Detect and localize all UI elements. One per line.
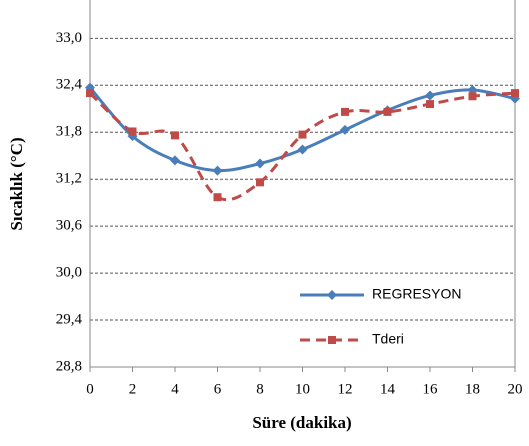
y-tick-label: 28,8 bbox=[56, 358, 82, 374]
x-tick-label: 6 bbox=[214, 381, 222, 397]
point bbox=[170, 155, 180, 166]
x-tick-label: 0 bbox=[86, 381, 94, 397]
x-tick-label: 8 bbox=[256, 381, 264, 397]
point bbox=[298, 130, 307, 139]
legend-label: Tderi bbox=[372, 331, 404, 347]
y-tick-label: 32,4 bbox=[56, 77, 83, 93]
y-tick-label: 30,0 bbox=[56, 265, 82, 281]
y-tick-label: 31,8 bbox=[56, 124, 82, 140]
series-line bbox=[88, 86, 516, 173]
x-tick-label: 20 bbox=[508, 381, 523, 397]
point bbox=[86, 89, 94, 98]
x-tick-label: 10 bbox=[295, 381, 310, 397]
point bbox=[213, 193, 222, 202]
point bbox=[341, 107, 349, 116]
y-tick-label: 33,0 bbox=[56, 30, 82, 46]
point bbox=[383, 107, 392, 116]
x-tick-label: 12 bbox=[338, 381, 353, 397]
point bbox=[425, 90, 435, 101]
point bbox=[426, 100, 434, 109]
point bbox=[468, 92, 477, 101]
x-axis-title: Süre (dakika) bbox=[252, 413, 351, 432]
x-tick-label: 16 bbox=[423, 381, 439, 397]
point bbox=[256, 178, 264, 187]
y-tick-label: 31,2 bbox=[56, 171, 82, 187]
legend-label: REGRESYON bbox=[372, 286, 461, 302]
x-tick-label: 4 bbox=[171, 381, 179, 397]
point bbox=[255, 158, 265, 169]
x-tick-label: 18 bbox=[465, 381, 480, 397]
point bbox=[340, 124, 350, 135]
legend-marker bbox=[328, 336, 336, 344]
point bbox=[297, 144, 308, 155]
point bbox=[171, 131, 179, 140]
y-axis-title: Sıcaklık (°C) bbox=[7, 137, 26, 230]
y-tick-label: 30,6 bbox=[56, 218, 83, 234]
x-tick-label: 2 bbox=[129, 381, 137, 397]
point bbox=[128, 127, 137, 136]
point bbox=[212, 165, 223, 176]
y-tick-label: 29,4 bbox=[56, 311, 83, 327]
legend-marker bbox=[327, 290, 337, 300]
x-tick-label: 14 bbox=[380, 381, 396, 397]
point bbox=[511, 89, 519, 98]
